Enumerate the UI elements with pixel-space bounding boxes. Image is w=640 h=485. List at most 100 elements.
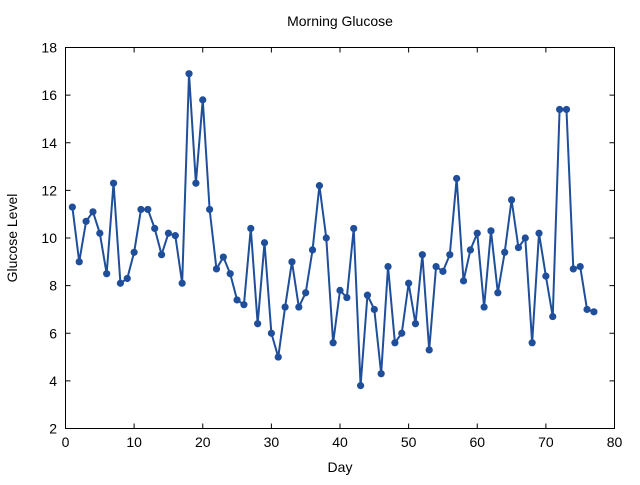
data-point [267,329,275,337]
y-tick-label: 4 [49,373,57,389]
x-tick-label: 0 [62,434,70,450]
data-point [398,329,406,337]
y-axis-label: Glucose Level [4,194,20,283]
data-point [439,267,447,275]
data-point [528,339,536,347]
data-point [240,301,248,309]
data-point [459,277,468,285]
data-point [281,303,289,311]
data-point [425,346,433,354]
data-point [343,293,351,302]
data-point [130,248,138,256]
data-point [288,258,296,266]
data-point [151,224,159,233]
y-tick-label: 14 [41,135,57,151]
data-point [446,251,454,259]
data-point [590,308,598,316]
data-point [178,279,186,287]
data-point [405,279,413,287]
data-point [473,229,481,237]
data-point [123,274,131,283]
chart-title: Morning Glucose [287,13,393,29]
data-point [336,286,344,294]
data-point [164,229,173,237]
data-point [350,224,358,233]
plot-frame [65,47,615,429]
data-point [521,234,529,242]
data-point [116,279,124,287]
data-point [315,182,324,190]
data-point [206,205,214,214]
data-point [199,96,207,104]
data-point [494,289,502,297]
data-point [157,251,166,259]
data-point [308,246,317,254]
data-point [322,234,330,242]
data-point [391,339,399,347]
data-point [233,296,241,304]
data-point [96,229,104,237]
data-point [219,253,227,261]
x-tick-label: 40 [332,434,348,450]
data-point [363,291,372,299]
x-tick-label: 60 [469,434,485,450]
data-point [137,205,145,214]
y-tick-label: 8 [49,278,57,294]
x-tick-label: 30 [264,434,280,450]
data-point [549,312,557,321]
data-point [274,353,282,361]
x-tick-label: 70 [538,434,554,450]
x-tick-label: 50 [401,434,417,450]
data-series [68,70,598,390]
data-point [562,105,571,114]
y-tick-label: 2 [49,421,57,437]
x-axis-label: Day [328,459,353,475]
data-point [226,270,234,278]
data-point [466,246,474,254]
y-tick-label: 10 [41,230,57,246]
data-point [556,105,564,114]
data-point [576,262,584,271]
data-point [569,265,577,273]
data-point [535,229,543,237]
data-point [82,217,90,225]
data-point [480,303,488,311]
data-point [75,258,83,266]
data-point [171,232,179,240]
y-tick-label: 6 [49,325,57,341]
data-point [212,265,221,273]
y-tick-label: 12 [41,182,57,198]
data-point [185,70,193,78]
data-point [329,339,337,347]
x-tick-label: 80 [607,434,623,450]
data-point [514,243,523,252]
data-point [89,208,97,216]
data-point [247,224,255,233]
y-tick-label: 18 [41,40,57,56]
x-tick-label: 20 [195,434,211,450]
data-point [295,303,303,311]
data-point [432,262,440,271]
data-point [144,205,152,214]
data-point [418,251,426,259]
data-point [68,203,76,211]
data-point [254,320,262,328]
data-point [507,196,516,204]
data-point [302,289,310,297]
y-tick-label: 16 [41,87,57,103]
data-point [542,272,550,280]
data-point [192,179,200,187]
data-point [501,248,509,256]
data-point [370,305,378,314]
data-point [453,174,461,183]
data-point [384,262,392,271]
axis-ticks: 0 10 20 30 40 50 60 70 80 2 4 6 8 10 12 14 16 18 [41,40,622,451]
data-point [411,320,420,328]
x-tick-label: 10 [126,434,142,450]
data-point [103,270,111,278]
data-point [356,382,365,390]
data-point [260,239,269,247]
data-point [583,305,591,314]
